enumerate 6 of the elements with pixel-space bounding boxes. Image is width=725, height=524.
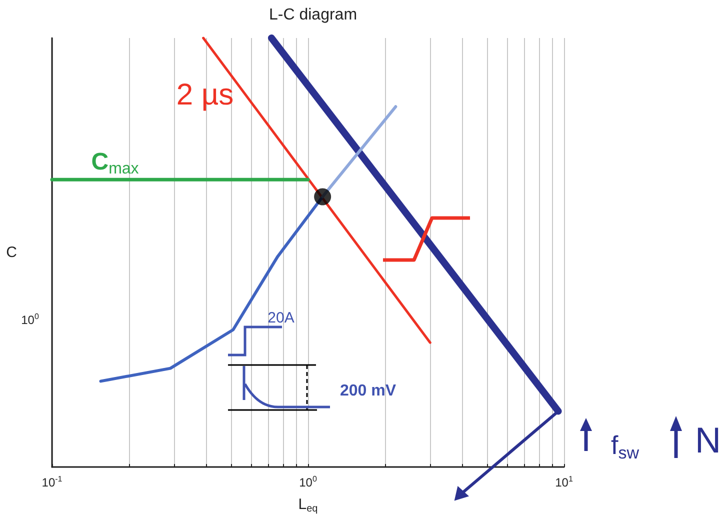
text: N <box>695 420 721 460</box>
annotation: 20A <box>268 310 294 326</box>
annotation: 2 µs <box>176 78 234 112</box>
chart-title: L-C diagram <box>268 6 358 24</box>
annotation: 200 mV <box>340 382 396 400</box>
y-axis-title: C <box>6 244 18 261</box>
